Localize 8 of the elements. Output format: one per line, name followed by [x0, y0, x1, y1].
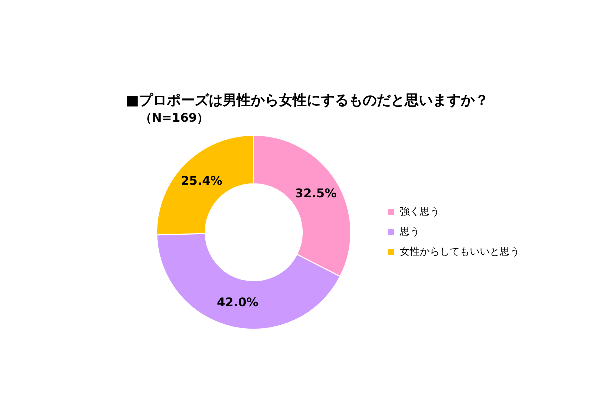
chart-title: ■プロポーズは男性から女性にするものだと思いますか？ — [126, 92, 490, 110]
chart-subtitle: （N=169） — [140, 110, 210, 127]
legend-label: 思う — [399, 227, 420, 238]
data-label: 25.4% — [181, 174, 223, 188]
data-label: 42.0% — [217, 296, 259, 310]
data-label: 32.5% — [295, 186, 337, 201]
legend-label: 強く思う — [400, 206, 440, 218]
legend-label: 女性からしてもいいと思う — [400, 246, 520, 258]
